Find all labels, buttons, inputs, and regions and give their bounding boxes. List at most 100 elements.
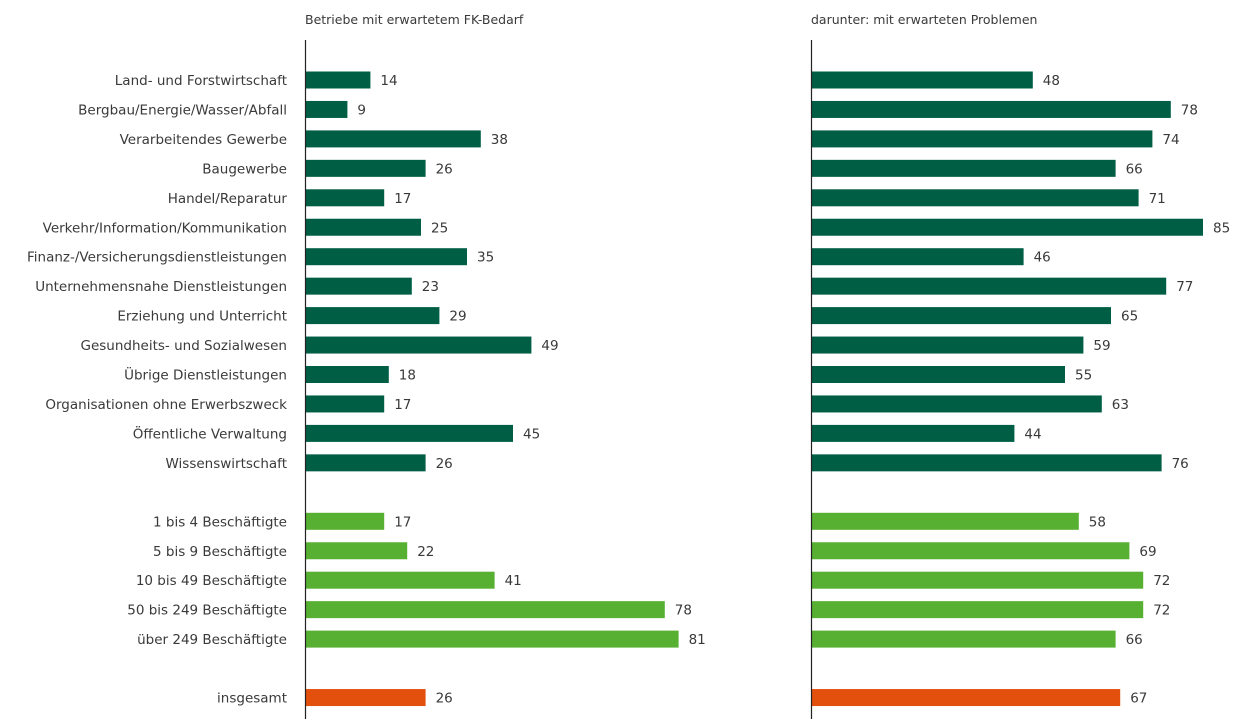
value-label-verarbeitendes-gewerbe-panel-2: 74 bbox=[1162, 132, 1179, 148]
bar-baugewerbe-panel-1 bbox=[306, 159, 426, 177]
category-label-10-bis-49-beschäftigte: 10 bis 49 Beschäftigte bbox=[136, 573, 287, 589]
panel-title-fk-bedarf: Betriebe mit erwartetem FK-Bedarf bbox=[305, 12, 524, 27]
category-label-erziehung-und-unterricht: Erziehung und Unterricht bbox=[117, 309, 287, 325]
value-label-5-bis-9-beschäftigte-panel-1: 22 bbox=[417, 544, 434, 560]
category-label-land-und-forstwirtschaft: Land- und Forstwirtschaft bbox=[115, 73, 287, 89]
value-label-öffentliche-verwaltung-panel-1: 45 bbox=[523, 426, 540, 442]
category-label-baugewerbe: Baugewerbe bbox=[202, 161, 287, 177]
bar-finanz-versicherungsdienstleistungen-panel-1 bbox=[306, 248, 467, 266]
bar-verkehr-information-kommunikation-panel-1 bbox=[306, 218, 421, 236]
bar-10-bis-49-beschäftigte-panel-2 bbox=[812, 571, 1144, 589]
category-label-gesundheits-und-sozialwesen: Gesundheits- und Sozialwesen bbox=[81, 338, 288, 354]
value-label-bergbau-energie-wasser-abfall-panel-1: 9 bbox=[357, 102, 366, 118]
bar-organisationen-ohne-erwerbszweck-panel-2 bbox=[812, 395, 1102, 413]
category-label-insgesamt: insgesamt bbox=[217, 691, 287, 707]
value-label-5-bis-9-beschäftigte-panel-2: 69 bbox=[1139, 544, 1156, 560]
value-label-öffentliche-verwaltung-panel-2: 44 bbox=[1024, 426, 1041, 442]
bar-gesundheits-und-sozialwesen-panel-2 bbox=[812, 336, 1084, 354]
category-label-5-bis-9-beschäftigte: 5 bis 9 Beschäftigte bbox=[153, 544, 287, 560]
bar-erziehung-und-unterricht-panel-1 bbox=[306, 307, 440, 325]
value-label-handel-reparatur-panel-2: 71 bbox=[1149, 191, 1166, 207]
bar-bergbau-energie-wasser-abfall-panel-1 bbox=[306, 100, 348, 118]
panel-probleme: darunter: mit erwarteten Problemen 48787… bbox=[810, 12, 1230, 719]
value-label-insgesamt-panel-1: 26 bbox=[436, 691, 453, 707]
value-label-unternehmensnahe-dienstleistungen-panel-1: 23 bbox=[422, 279, 439, 295]
bar-wissenswirtschaft-panel-2 bbox=[812, 454, 1162, 472]
category-label-finanz-versicherungsdienstleistungen: Finanz-/Versicherungsdienstleistungen bbox=[27, 250, 287, 266]
value-label-übrige-dienstleistungen-panel-2: 55 bbox=[1075, 368, 1092, 384]
bar-über-249-beschäftigte-panel-2 bbox=[812, 630, 1116, 648]
panel-fk-bedarf: Betriebe mit erwartetem FK-Bedarf 14 9 38 2… bbox=[304, 12, 706, 719]
value-label-organisationen-ohne-erwerbszweck-panel-1: 17 bbox=[394, 397, 411, 413]
bar-50-bis-249-beschäftigte-panel-2 bbox=[812, 601, 1144, 619]
value-label-verarbeitendes-gewerbe-panel-1: 38 bbox=[491, 132, 508, 148]
bar-insgesamt-panel-1 bbox=[306, 689, 426, 707]
value-label-handel-reparatur-panel-1: 17 bbox=[394, 191, 411, 207]
bar-organisationen-ohne-erwerbszweck-panel-1 bbox=[306, 395, 385, 413]
value-label-organisationen-ohne-erwerbszweck-panel-2: 63 bbox=[1112, 397, 1129, 413]
value-label-über-249-beschäftigte-panel-2: 66 bbox=[1126, 632, 1143, 648]
bar-übrige-dienstleistungen-panel-2 bbox=[812, 366, 1065, 383]
bar-finanz-versicherungsdienstleistungen-panel-2 bbox=[812, 248, 1024, 266]
bar-handel-reparatur-panel-1 bbox=[306, 189, 385, 207]
category-labels: Land- und Forstwirtschaft Bergbau/Energie… bbox=[27, 73, 287, 707]
bar-50-bis-249-beschäftigte-panel-1 bbox=[306, 601, 665, 619]
bar-5-bis-9-beschäftigte-panel-1 bbox=[306, 542, 408, 560]
bar-gesundheits-und-sozialwesen-panel-1 bbox=[306, 336, 532, 354]
value-label-erziehung-und-unterricht-panel-2: 65 bbox=[1121, 309, 1138, 325]
bar-öffentliche-verwaltung-panel-1 bbox=[306, 424, 513, 442]
bar-1-bis-4-beschäftigte-panel-2 bbox=[812, 512, 1079, 530]
value-label-wissenswirtschaft-panel-1: 26 bbox=[436, 456, 453, 472]
value-label-land-und-forstwirtschaft-panel-2: 48 bbox=[1043, 73, 1060, 89]
bar-unternehmensnahe-dienstleistungen-panel-2 bbox=[812, 277, 1167, 295]
bar-1-bis-4-beschäftigte-panel-1 bbox=[306, 512, 385, 530]
value-label-über-249-beschäftigte-panel-1: 81 bbox=[689, 632, 706, 648]
category-label-verkehr-information-kommunikation: Verkehr/Information/Kommunikation bbox=[43, 220, 287, 236]
bar-übrige-dienstleistungen-panel-1 bbox=[306, 366, 389, 383]
value-label-gesundheits-und-sozialwesen-panel-1: 49 bbox=[541, 338, 558, 354]
bar-verkehr-information-kommunikation-panel-2 bbox=[812, 218, 1203, 236]
value-label-baugewerbe-panel-2: 66 bbox=[1126, 161, 1143, 177]
category-label-1-bis-4-beschäftigte: 1 bis 4 Beschäftigte bbox=[153, 514, 287, 530]
bar-10-bis-49-beschäftigte-panel-1 bbox=[306, 571, 495, 589]
value-label-land-und-forstwirtschaft-panel-1: 14 bbox=[380, 73, 397, 89]
bar-über-249-beschäftigte-panel-1 bbox=[306, 630, 679, 648]
bar-wissenswirtschaft-panel-1 bbox=[306, 454, 426, 472]
bar-baugewerbe-panel-2 bbox=[812, 159, 1116, 177]
bar-handel-reparatur-panel-2 bbox=[812, 189, 1139, 207]
bar-öffentliche-verwaltung-panel-2 bbox=[812, 424, 1015, 442]
category-label-wissenswirtschaft: Wissenswirtschaft bbox=[166, 456, 288, 472]
category-label-öffentliche-verwaltung: Öffentliche Verwaltung bbox=[133, 424, 287, 442]
value-label-1-bis-4-beschäftigte-panel-2: 58 bbox=[1089, 514, 1106, 530]
value-label-erziehung-und-unterricht-panel-1: 29 bbox=[449, 309, 466, 325]
value-label-50-bis-249-beschäftigte-panel-2: 72 bbox=[1153, 603, 1170, 619]
value-label-50-bis-249-beschäftigte-panel-1: 78 bbox=[675, 603, 692, 619]
value-label-baugewerbe-panel-1: 26 bbox=[436, 161, 453, 177]
category-label-organisationen-ohne-erwerbszweck: Organisationen ohne Erwerbszweck bbox=[45, 397, 287, 413]
bar-erziehung-und-unterricht-panel-2 bbox=[812, 307, 1111, 325]
bar-bergbau-energie-wasser-abfall-panel-2 bbox=[812, 100, 1171, 118]
category-label-verarbeitendes-gewerbe: Verarbeitendes Gewerbe bbox=[120, 132, 287, 148]
category-label-handel-reparatur: Handel/Reparatur bbox=[168, 191, 288, 207]
bar-unternehmensnahe-dienstleistungen-panel-1 bbox=[306, 277, 412, 295]
category-label-übrige-dienstleistungen: Übrige Dienstleistungen bbox=[124, 366, 287, 384]
value-label-wissenswirtschaft-panel-2: 76 bbox=[1172, 456, 1189, 472]
value-label-übrige-dienstleistungen-panel-1: 18 bbox=[399, 368, 416, 384]
value-label-1-bis-4-beschäftigte-panel-1: 17 bbox=[394, 514, 411, 530]
value-label-gesundheits-und-sozialwesen-panel-2: 59 bbox=[1093, 338, 1110, 354]
bar-insgesamt-panel-2 bbox=[812, 689, 1121, 707]
bar-verarbeitendes-gewerbe-panel-1 bbox=[306, 130, 481, 148]
value-label-finanz-versicherungsdienstleistungen-panel-1: 35 bbox=[477, 250, 494, 266]
bar-verarbeitendes-gewerbe-panel-2 bbox=[812, 130, 1153, 148]
value-label-verkehr-information-kommunikation-panel-1: 25 bbox=[431, 220, 448, 236]
value-label-10-bis-49-beschäftigte-panel-2: 72 bbox=[1153, 573, 1170, 589]
category-label-bergbau-energie-wasser-abfall: Bergbau/Energie/Wasser/Abfall bbox=[78, 102, 287, 118]
bar-land-und-forstwirtschaft-panel-1 bbox=[306, 71, 371, 89]
category-label-über-249-beschäftigte: über 249 Beschäftigte bbox=[137, 632, 287, 648]
value-label-insgesamt-panel-2: 67 bbox=[1130, 691, 1147, 707]
bar-5-bis-9-beschäftigte-panel-2 bbox=[812, 542, 1130, 560]
panel-title-probleme: darunter: mit erwarteten Problemen bbox=[811, 12, 1037, 27]
value-label-finanz-versicherungsdienstleistungen-panel-2: 46 bbox=[1034, 250, 1051, 266]
bar-land-und-forstwirtschaft-panel-2 bbox=[812, 71, 1033, 89]
